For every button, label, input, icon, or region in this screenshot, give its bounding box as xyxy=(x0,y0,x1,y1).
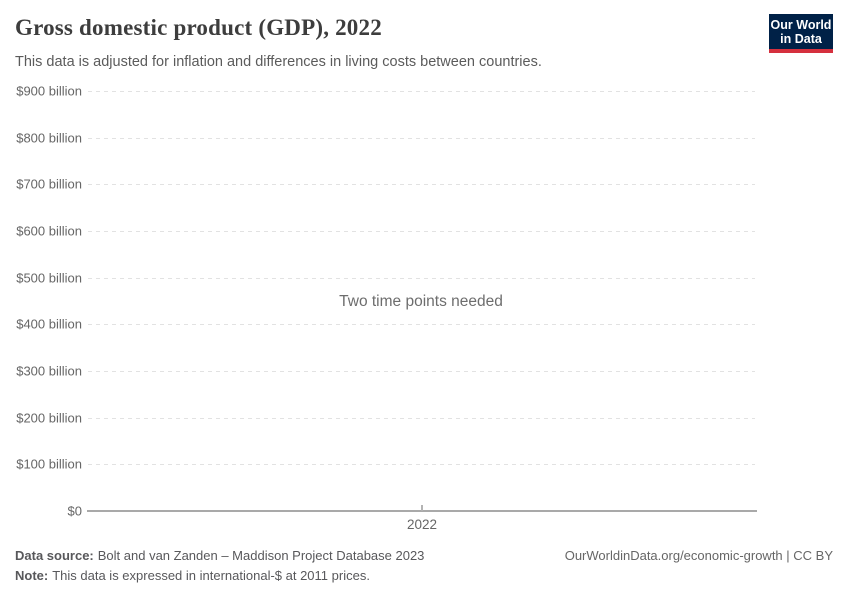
x-axis-line xyxy=(87,510,757,512)
note-text: This data is expressed in international-… xyxy=(52,568,370,583)
page-title: Gross domestic product (GDP), 2022 xyxy=(15,15,382,40)
y-axis-tick-label: $200 billion xyxy=(16,410,82,426)
y-axis-tick-label: $900 billion xyxy=(16,83,82,99)
footer-citation-link[interactable]: OurWorldinData.org/economic-growth | CC … xyxy=(564,548,833,563)
empty-chart-message: Two time points needed xyxy=(339,293,503,310)
x-axis-tick-label: 2022 xyxy=(406,517,438,532)
y-gridline xyxy=(88,464,755,466)
footer-note: Note: This data is expressed in internati… xyxy=(15,568,370,583)
y-gridline xyxy=(88,230,755,232)
y-axis-tick-label: $600 billion xyxy=(16,223,82,239)
y-gridline xyxy=(88,324,755,326)
x-axis-tick xyxy=(421,505,423,511)
owid-logo[interactable]: Our World in Data xyxy=(769,14,833,53)
y-axis-tick-label: $300 billion xyxy=(16,363,82,379)
footer-data-source: Data source: Bolt and van Zanden – Maddis… xyxy=(15,548,424,563)
note-label: Note: xyxy=(15,568,49,583)
y-axis-tick-label: $800 billion xyxy=(16,130,82,146)
y-gridline xyxy=(88,184,755,186)
y-gridline xyxy=(88,277,755,279)
y-gridline xyxy=(88,90,755,92)
owid-logo-line2: in Data xyxy=(780,32,822,46)
owid-logo-line1: Our World xyxy=(770,18,832,32)
data-source-text: Bolt and van Zanden – Maddison Project D… xyxy=(97,548,425,563)
chart-subtitle: This data is adjusted for inflation and … xyxy=(15,54,542,70)
y-gridline xyxy=(88,137,755,139)
y-axis-tick-label: $700 billion xyxy=(16,176,82,192)
y-axis-tick-label: $500 billion xyxy=(16,270,82,286)
data-source-label: Data source: xyxy=(15,548,94,563)
y-axis-tick-label: $0 xyxy=(67,503,82,519)
y-gridline xyxy=(88,417,755,419)
y-axis-tick-label: $400 billion xyxy=(16,316,82,332)
y-axis-tick-label: $100 billion xyxy=(16,456,82,472)
y-gridline xyxy=(88,370,755,372)
